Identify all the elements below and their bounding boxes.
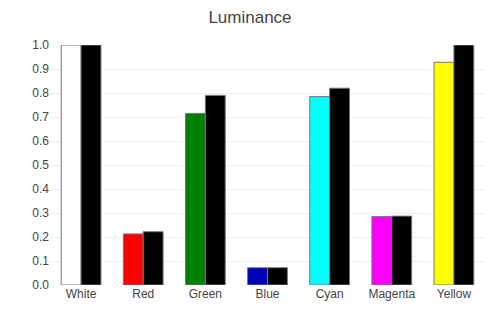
svg-text:0.5: 0.5 [32,158,49,172]
svg-text:0.6: 0.6 [32,134,49,148]
svg-text:0.0: 0.0 [32,278,49,292]
svg-text:Green: Green [189,287,222,301]
svg-text:0.2: 0.2 [32,230,49,244]
svg-text:Luminance: Luminance [208,8,291,27]
svg-text:Red: Red [132,287,154,301]
svg-text:0.8: 0.8 [32,86,49,100]
svg-text:1.0: 1.0 [32,38,49,52]
svg-text:0.7: 0.7 [32,110,49,124]
svg-text:Yellow: Yellow [437,287,472,301]
svg-text:0.3: 0.3 [32,206,49,220]
svg-text:Cyan: Cyan [316,287,344,301]
svg-text:0.4: 0.4 [32,182,49,196]
svg-text:0.9: 0.9 [32,62,49,76]
svg-text:0.1: 0.1 [32,254,49,268]
svg-text:Magenta: Magenta [368,287,415,301]
svg-text:White: White [66,287,97,301]
svg-text:Blue: Blue [255,287,279,301]
